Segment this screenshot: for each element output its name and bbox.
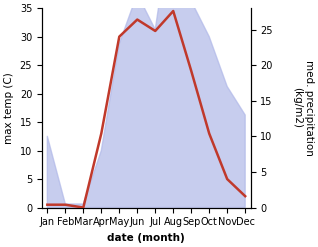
Y-axis label: max temp (C): max temp (C) [4, 72, 14, 144]
Y-axis label: med. precipitation
(kg/m2): med. precipitation (kg/m2) [292, 60, 314, 156]
X-axis label: date (month): date (month) [107, 233, 185, 243]
